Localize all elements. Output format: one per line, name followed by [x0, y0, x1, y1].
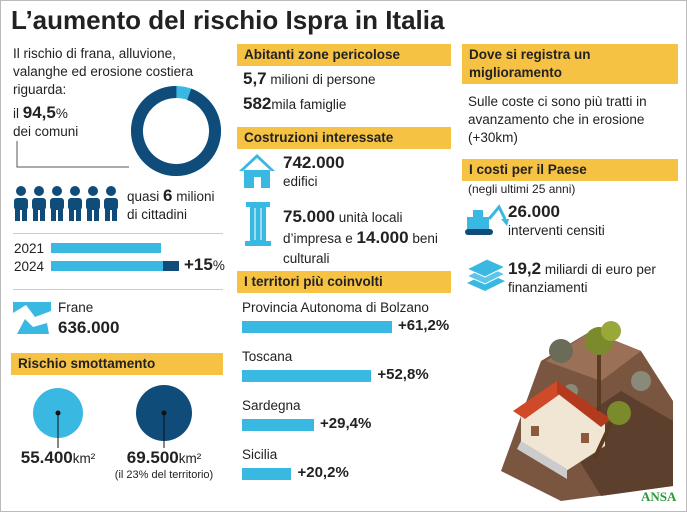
region-value: +52,8% [377, 366, 429, 383]
number: 69.500 [126, 448, 179, 467]
connector [16, 141, 129, 168]
title: L’aumento del rischio Ispra in Italia [11, 5, 445, 35]
text: unità locali d’impresa e [283, 210, 403, 246]
source: ANSA [641, 489, 677, 504]
miglioramento-text: Sulle coste ci sono più tratti in avanza… [468, 94, 647, 145]
number: 6 [163, 186, 173, 205]
increase: +15% [184, 256, 225, 275]
area-note: (il 23% del territorio) [114, 469, 214, 481]
section-banner: Rischio smottamento [11, 353, 223, 375]
region-name: Provincia Autonoma di Bolzano [242, 300, 429, 315]
separator [13, 289, 223, 290]
section-banner: Costruzioni interessate [237, 127, 451, 149]
region-value: +29,4% [320, 415, 372, 432]
region-bar [242, 468, 292, 480]
section-banner: Dove si registra un miglioramento [462, 44, 678, 84]
text: beni culturali [283, 231, 438, 266]
landslide-icon [13, 302, 51, 334]
region-bar [242, 419, 315, 431]
section-banner: Abitanti zone pericolose [237, 44, 451, 66]
area-label: 55.400km² [1, 448, 118, 468]
bar-2024-increase [163, 261, 179, 271]
separator [13, 233, 223, 234]
text: edifici [283, 174, 318, 189]
abitanti-row: 5,7 milioni di persone [243, 70, 375, 89]
interventi: 26.000 interventi censiti [508, 203, 605, 240]
number: 26.000 [508, 202, 560, 221]
number: 55.400 [20, 448, 73, 467]
number: 742.000 [283, 153, 345, 172]
unit: km² [72, 451, 96, 466]
bar-2024 [51, 261, 163, 271]
landslide-illustration [501, 321, 673, 501]
number: 5,7 [243, 69, 267, 88]
house-icon [239, 154, 275, 188]
text: miliardi di euro per finanziamenti [508, 262, 656, 295]
section-banner: I territori più coinvolti [237, 271, 451, 293]
excavator-icon [465, 204, 509, 235]
bar-2021 [51, 243, 161, 253]
number: +15 [184, 255, 213, 274]
number: 14.000 [356, 228, 409, 247]
year-label: 2024 [14, 259, 45, 274]
text: quasi [127, 189, 160, 204]
comuni-text: il 94,5% dei comuni [13, 104, 78, 141]
number: 582 [243, 94, 272, 113]
text: mila famiglie [271, 97, 347, 112]
number: 94,5 [22, 103, 56, 122]
text: di cittadini [127, 207, 188, 222]
frane-value: 636.000 [58, 318, 120, 337]
unita: 75.000 unità locali d’impresa e 14.000 b… [283, 207, 443, 269]
unit: km² [178, 451, 202, 466]
region-value: +20,2% [297, 464, 349, 481]
column-icon [245, 202, 271, 246]
unit: % [55, 106, 68, 121]
text: il [13, 106, 19, 121]
region-bar [242, 321, 392, 333]
number: 75.000 [283, 207, 335, 226]
section-banner: I costi per il Paese [462, 159, 678, 181]
abitanti-row: 582mila famiglie [243, 95, 346, 114]
region-name: Sicilia [242, 447, 278, 462]
miliardi: 19,2 miliardi di euro per finanziamenti [508, 260, 678, 297]
frane-label: Frane [58, 300, 94, 315]
region-bar [242, 370, 372, 382]
unit: % [212, 258, 225, 273]
text: interventi censiti [508, 223, 605, 238]
year-label: 2021 [14, 241, 45, 256]
text: milioni di persone [270, 72, 376, 87]
people-icons [14, 186, 118, 221]
region-value: +61,2% [397, 317, 450, 334]
citizens-text: quasi 6 milioni di cittadini [127, 187, 215, 224]
number: 19,2 [508, 259, 542, 278]
region-name: Sardegna [242, 398, 301, 413]
donut-share [131, 86, 221, 176]
costi-note: (negli ultimi 25 anni) [468, 182, 576, 196]
region-name: Toscana [242, 349, 293, 364]
edifici: 742.000 edifici [283, 154, 344, 191]
money-icon [465, 258, 507, 291]
area-label: 69.500km² (il 23% del territorio) [104, 449, 224, 482]
intro-text: Il rischio di frana, alluvione, valanghe… [13, 46, 194, 97]
text: milioni [176, 189, 215, 204]
text: dei comuni [13, 124, 79, 139]
